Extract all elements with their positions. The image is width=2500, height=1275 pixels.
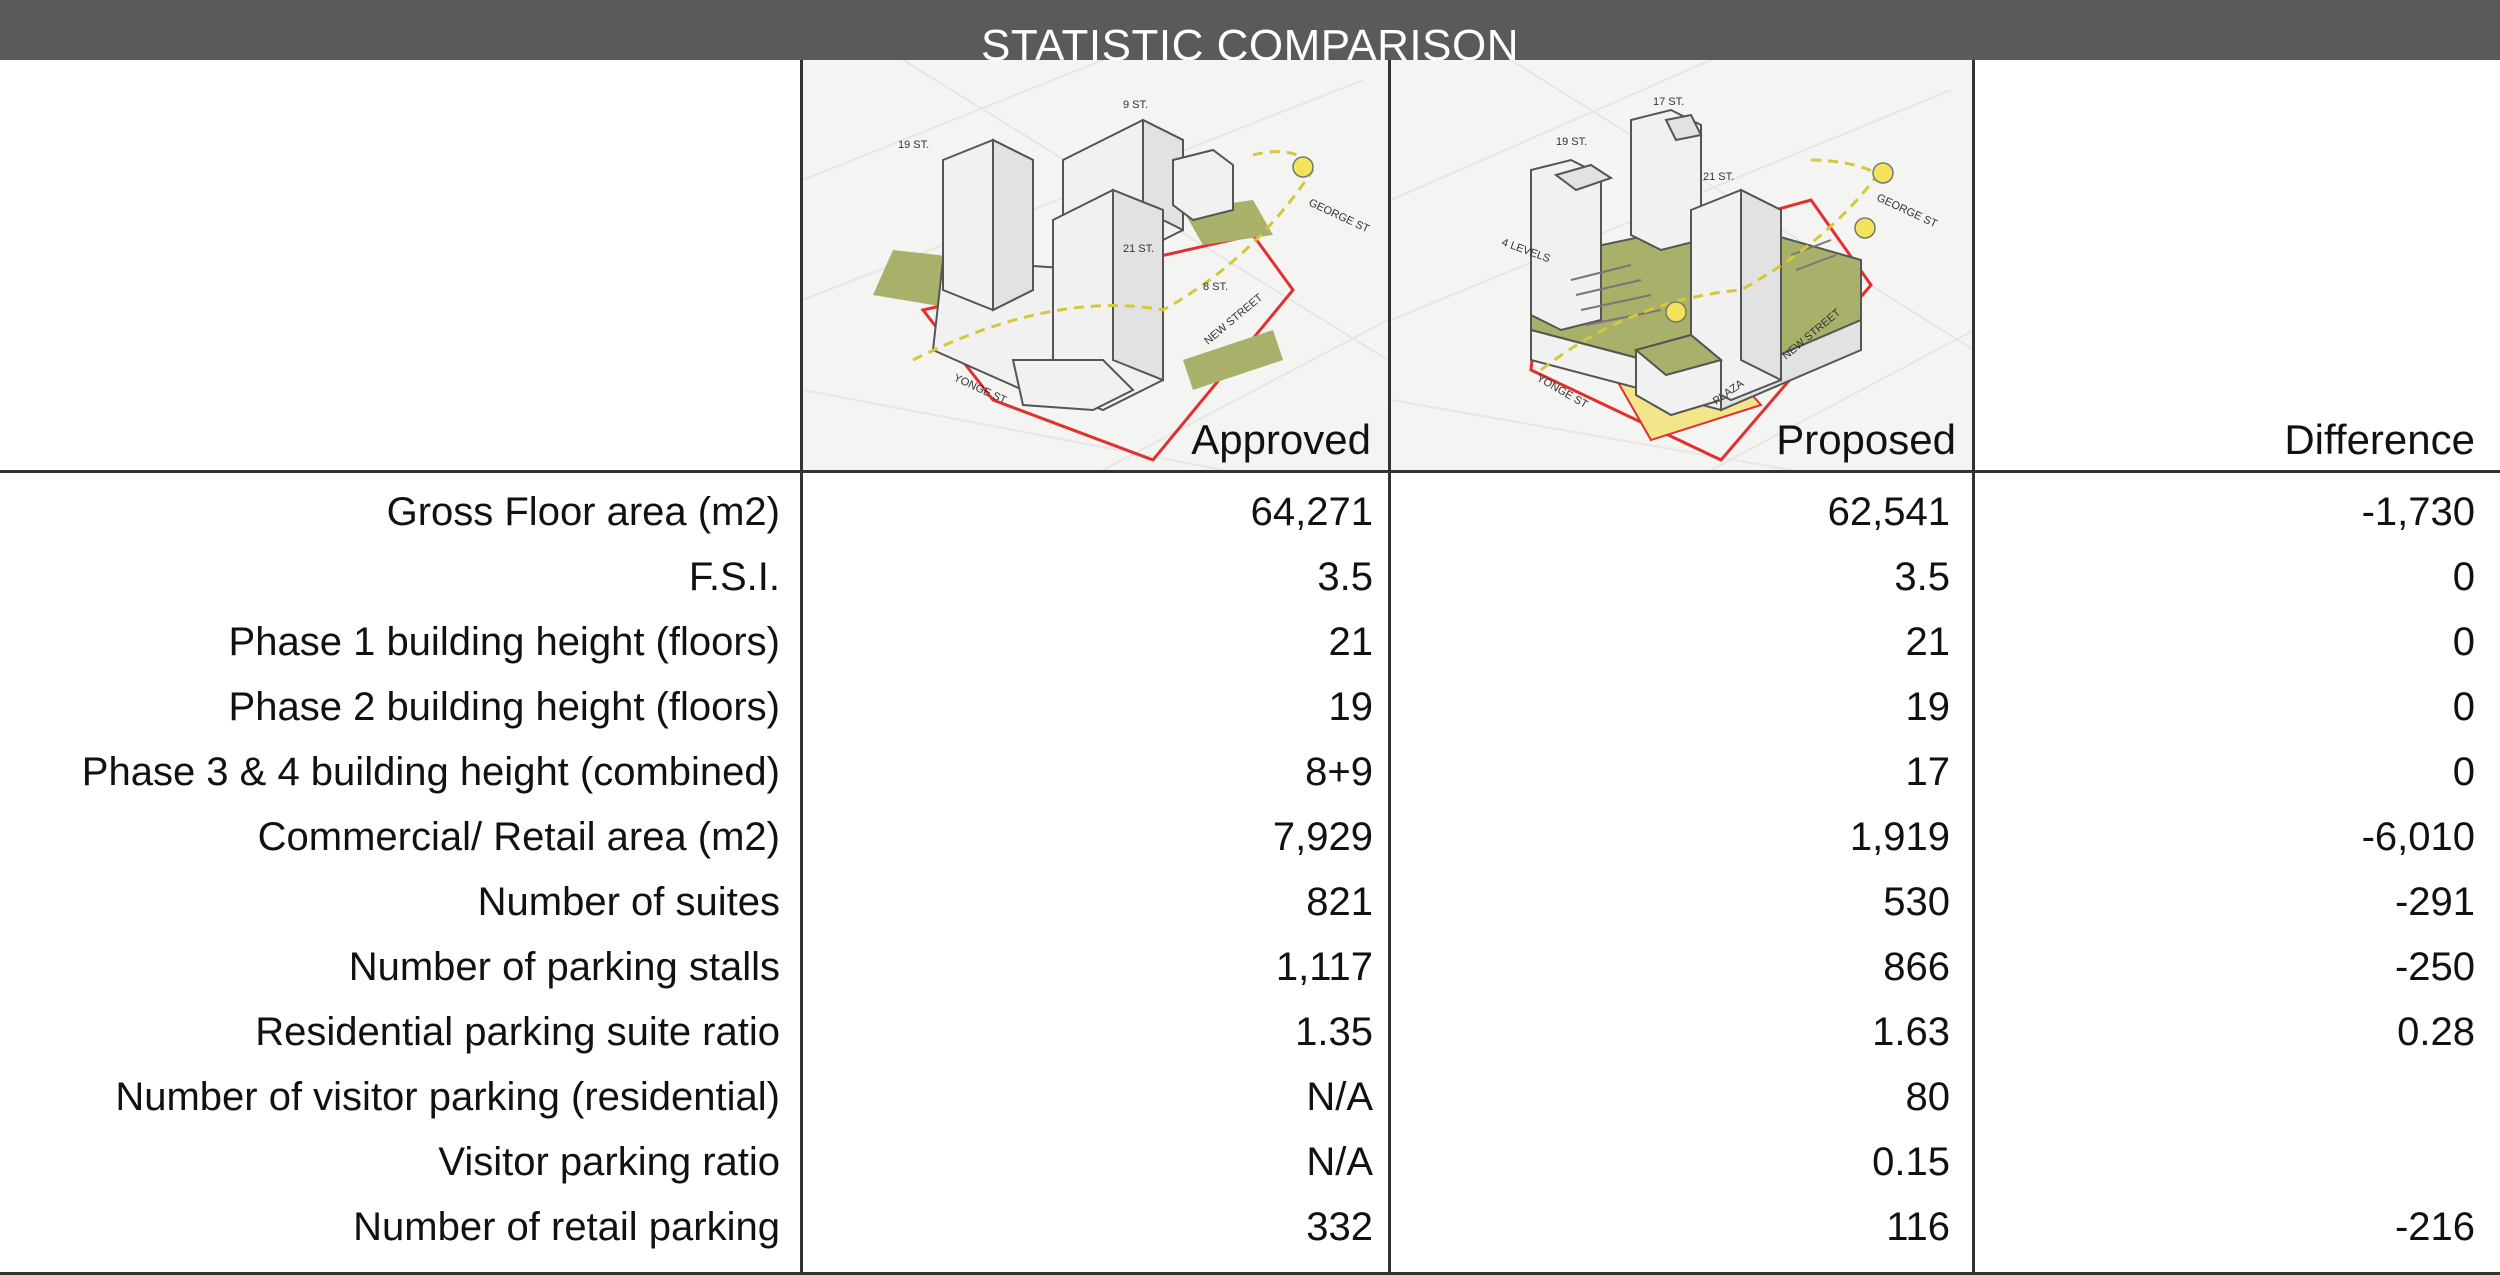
svg-text:17 ST.: 17 ST. — [1653, 96, 1684, 108]
approved-value: 7,929 — [1272, 815, 1373, 859]
proposed-value: 62,541 — [1827, 490, 1950, 534]
title-bar: STATISTIC COMPARISON — [0, 0, 2500, 60]
proposed-value: 80 — [1905, 1075, 1951, 1119]
table-row: Residential parking suite ratio 1.35 1.63 0… — [0, 1000, 2500, 1065]
row-label: Phase 2 building height (floors) — [228, 685, 780, 729]
proposed-value: 0.15 — [1872, 1140, 1950, 1184]
approved-massing-image: 9 ST. 19 ST. 21 ST. 8 ST. YONGE ST NEW S… — [803, 60, 1388, 470]
difference-value — [1975, 1065, 2475, 1130]
svg-text:19 ST.: 19 ST. — [898, 139, 929, 151]
approved-value: 64,271 — [1250, 490, 1373, 534]
row-label: Phase 1 building height (floors) — [228, 620, 780, 664]
approved-value: 1,117 — [1275, 945, 1373, 989]
approved-value: 3.5 — [1317, 555, 1373, 599]
proposed-value: 866 — [1883, 945, 1950, 989]
proposed-value: 17 — [1905, 750, 1951, 794]
column-divider — [1388, 60, 1391, 1275]
difference-value: -1,730 — [2361, 490, 2475, 534]
approved-value: 19 — [1328, 685, 1374, 729]
difference-value: 0.28 — [2397, 1010, 2475, 1054]
approved-value: 332 — [1306, 1205, 1373, 1249]
approved-value: 21 — [1328, 620, 1374, 664]
header-divider — [0, 470, 2500, 473]
table-bottom-border — [0, 1272, 2500, 1275]
difference-column-header: Difference — [2284, 416, 2475, 463]
row-label: Number of parking stalls — [348, 945, 780, 989]
svg-text:9 ST.: 9 ST. — [1123, 99, 1148, 111]
proposed-value: 116 — [1886, 1205, 1950, 1249]
table-row: Visitor parking ratio N/A 0.15 — [0, 1130, 2500, 1195]
row-label: Gross Floor area (m2) — [386, 490, 780, 534]
comparison-table: 9 ST. 19 ST. 21 ST. 8 ST. YONGE ST NEW S… — [0, 60, 2500, 1275]
table-row: Number of parking stalls 1,117 866 -250 — [0, 935, 2500, 1000]
row-label: Phase 3 & 4 building height (combined) — [81, 750, 780, 794]
table-row: Number of suites 821 530 -291 — [0, 870, 2500, 935]
approved-value: N/A — [1306, 1075, 1373, 1119]
svg-text:21 ST.: 21 ST. — [1703, 171, 1734, 183]
approved-value: 1.35 — [1295, 1010, 1373, 1054]
proposed-massing-image: 17 ST. 19 ST. 21 ST. 4 LEVELS YONGE ST N… — [1391, 60, 1974, 470]
svg-text:19 ST.: 19 ST. — [1556, 136, 1587, 148]
difference-value: -216 — [2394, 1205, 2475, 1249]
table-row: Number of retail parking 332 116 -216 — [0, 1195, 2500, 1260]
proposed-value: 1.63 — [1872, 1010, 1950, 1054]
row-label: Commercial/ Retail area (m2) — [257, 815, 780, 859]
page-title: STATISTIC COMPARISON — [980, 21, 1520, 60]
difference-value: -291 — [2394, 880, 2475, 924]
approved-column-header: Approved — [1191, 416, 1371, 463]
difference-value: -6,010 — [2361, 815, 2475, 859]
difference-value: 0 — [2452, 685, 2475, 729]
row-label: F.S.I. — [688, 555, 780, 599]
proposed-massing-diagram-icon: 17 ST. 19 ST. 21 ST. 4 LEVELS YONGE ST N… — [1391, 60, 1974, 470]
proposed-value: 530 — [1883, 880, 1950, 924]
column-divider — [1972, 60, 1975, 1275]
svg-text:YONGE ST: YONGE ST — [1535, 372, 1590, 411]
proposed-value: 19 — [1905, 685, 1951, 729]
approved-value: N/A — [1306, 1140, 1373, 1184]
table-row: Gross Floor area (m2) 64,271 62,541 -1,730 — [0, 480, 2500, 545]
difference-value: 0 — [2452, 750, 2475, 794]
approved-value: 821 — [1306, 880, 1373, 924]
row-label: Number of retail parking — [353, 1205, 780, 1249]
table-row: Commercial/ Retail area (m2) 7,929 1,919 -6… — [0, 805, 2500, 870]
row-label: Residential parking suite ratio — [255, 1010, 780, 1054]
row-label: Number of visitor parking (residential) — [115, 1075, 780, 1119]
approved-value: 8+9 — [1305, 750, 1373, 794]
column-divider — [800, 60, 803, 1275]
table-row: Number of visitor parking (residential) N… — [0, 1065, 2500, 1130]
svg-text:8 ST.: 8 ST. — [1203, 281, 1228, 293]
proposed-value: 3.5 — [1894, 555, 1950, 599]
table-row: Phase 3 & 4 building height (combined) 8+… — [0, 740, 2500, 805]
proposed-value: 1,919 — [1849, 815, 1950, 859]
table-row: Phase 1 building height (floors) 21 21 0 — [0, 610, 2500, 675]
difference-value: 0 — [2452, 620, 2475, 664]
row-label: Number of suites — [477, 880, 780, 924]
approved-massing-diagram-icon: 9 ST. 19 ST. 21 ST. 8 ST. YONGE ST NEW S… — [803, 60, 1388, 470]
difference-value — [1975, 1130, 2475, 1195]
svg-text:21 ST.: 21 ST. — [1123, 243, 1154, 255]
table-row: Phase 2 building height (floors) 19 19 0 — [0, 675, 2500, 740]
proposed-value: 21 — [1905, 620, 1951, 664]
svg-text:GEORGE ST: GEORGE ST — [1875, 192, 1940, 231]
difference-value: -250 — [2394, 945, 2475, 989]
svg-text:GEORGE ST: GEORGE ST — [1307, 197, 1372, 236]
proposed-column-header: Proposed — [1776, 416, 1956, 463]
row-label: Visitor parking ratio — [438, 1140, 780, 1184]
difference-value: 0 — [2452, 555, 2475, 599]
table-row: F.S.I. 3.5 3.5 0 — [0, 545, 2500, 610]
